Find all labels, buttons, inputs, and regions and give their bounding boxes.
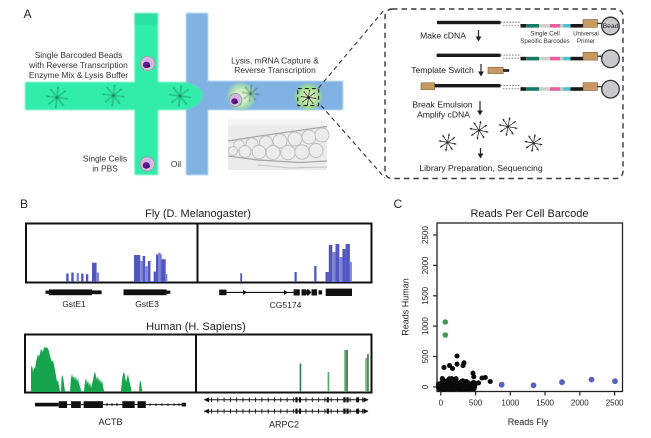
svg-text:500: 500 (421, 349, 430, 363)
svg-text:GstE1: GstE1 (62, 299, 86, 309)
svg-text:2500: 2500 (606, 399, 624, 408)
svg-text:Reverse Transcription: Reverse Transcription (234, 65, 316, 75)
svg-text:B: B (20, 197, 28, 211)
svg-text:Amplify cDNA: Amplify cDNA (417, 109, 470, 119)
svg-text:Make cDNA: Make cDNA (420, 31, 466, 41)
svg-text:1000: 1000 (421, 317, 430, 335)
svg-text:Single Cells: Single Cells (83, 154, 127, 164)
svg-text:Primer: Primer (577, 38, 595, 45)
svg-text:1000: 1000 (501, 399, 519, 408)
svg-text:Human (H. Sapiens): Human (H. Sapiens) (146, 321, 246, 333)
svg-text:Break Emulsion: Break Emulsion (412, 100, 472, 110)
svg-text:Enzyme Mix & Lysis Buffer: Enzyme Mix & Lysis Buffer (29, 70, 128, 80)
svg-text:Bead: Bead (603, 23, 619, 30)
svg-text:Universal: Universal (573, 31, 599, 38)
svg-text:Reads Fly: Reads Fly (508, 417, 549, 427)
svg-text:2500: 2500 (421, 226, 430, 244)
svg-text:Specific Barcodes: Specific Barcodes (520, 38, 570, 45)
svg-text:2000: 2000 (571, 399, 589, 408)
svg-text:C: C (394, 197, 403, 211)
svg-text:Reads Human: Reads Human (401, 278, 411, 336)
svg-text:0: 0 (421, 384, 430, 389)
svg-text:1500: 1500 (421, 286, 430, 304)
svg-text:500: 500 (469, 399, 483, 408)
svg-text:ACTB: ACTB (98, 417, 122, 427)
svg-text:Single Cell: Single Cell (530, 31, 560, 38)
svg-text:Oil: Oil (171, 159, 181, 169)
svg-text:Single Barcoded Beads: Single Barcoded Beads (35, 50, 123, 60)
svg-text:1500: 1500 (536, 399, 554, 408)
svg-text:ARPC2: ARPC2 (269, 420, 299, 430)
svg-text:Lysis, mRNA Capture &: Lysis, mRNA Capture & (231, 55, 319, 65)
svg-text:CG5174: CG5174 (270, 300, 302, 310)
svg-text:Reads Per Cell Barcode: Reads Per Cell Barcode (470, 208, 588, 220)
svg-text:0: 0 (439, 399, 444, 408)
svg-text:A: A (24, 7, 32, 21)
svg-text:Template Switch: Template Switch (411, 65, 474, 75)
svg-text:Library Preparation, Sequencin: Library Preparation, Sequencing (419, 163, 542, 173)
svg-text:Fly (D. Melanogaster): Fly (D. Melanogaster) (145, 208, 251, 220)
svg-text:in PBS: in PBS (92, 164, 118, 174)
svg-text:2000: 2000 (421, 256, 430, 274)
svg-text:GstE3: GstE3 (135, 299, 159, 309)
svg-text:with Reverse Transcription: with Reverse Transcription (28, 60, 128, 70)
